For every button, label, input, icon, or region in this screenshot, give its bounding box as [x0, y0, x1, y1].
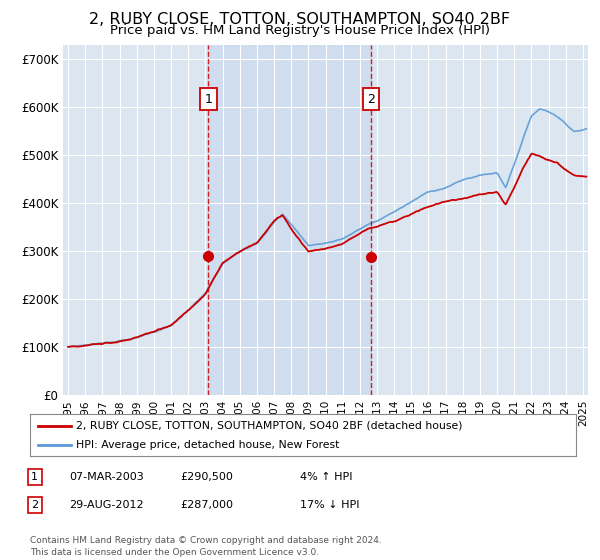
- Text: 2, RUBY CLOSE, TOTTON, SOUTHAMPTON, SO40 2BF (detached house): 2, RUBY CLOSE, TOTTON, SOUTHAMPTON, SO40…: [76, 421, 463, 431]
- Text: £290,500: £290,500: [180, 472, 233, 482]
- Text: HPI: Average price, detached house, New Forest: HPI: Average price, detached house, New …: [76, 440, 340, 450]
- Text: 07-MAR-2003: 07-MAR-2003: [69, 472, 144, 482]
- Text: 4% ↑ HPI: 4% ↑ HPI: [300, 472, 353, 482]
- Text: 2, RUBY CLOSE, TOTTON, SOUTHAMPTON, SO40 2BF: 2, RUBY CLOSE, TOTTON, SOUTHAMPTON, SO40…: [89, 12, 511, 27]
- Text: 1: 1: [205, 92, 212, 105]
- Text: 2: 2: [367, 92, 375, 105]
- Text: 17% ↓ HPI: 17% ↓ HPI: [300, 500, 359, 510]
- Bar: [208, 45, 371, 395]
- Text: 2: 2: [31, 500, 38, 510]
- Text: Price paid vs. HM Land Registry's House Price Index (HPI): Price paid vs. HM Land Registry's House …: [110, 24, 490, 37]
- Text: 29-AUG-2012: 29-AUG-2012: [69, 500, 143, 510]
- Text: £287,000: £287,000: [180, 500, 233, 510]
- Text: 1: 1: [31, 472, 38, 482]
- Text: Contains HM Land Registry data © Crown copyright and database right 2024.
This d: Contains HM Land Registry data © Crown c…: [30, 536, 382, 557]
